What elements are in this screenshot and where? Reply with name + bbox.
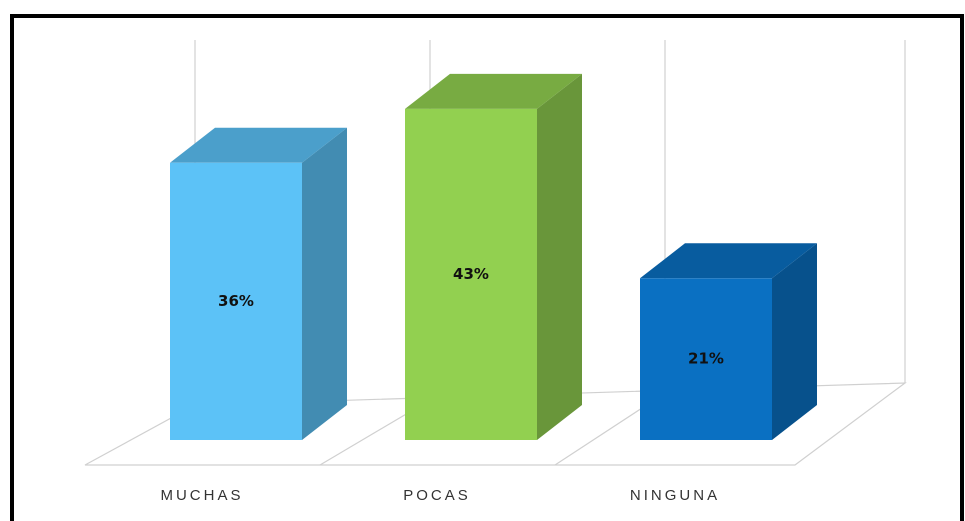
frame [10, 14, 964, 521]
data-label: 21% [688, 350, 724, 368]
data-label: 36% [218, 292, 254, 310]
bar [640, 278, 772, 440]
bar-side [302, 127, 347, 441]
data-label: 43% [453, 265, 489, 283]
bar-top [405, 73, 582, 109]
bar [170, 162, 302, 441]
x-tick-label: MUCHAS [160, 487, 243, 504]
x-tick-label: POCAS [403, 487, 471, 504]
bar-side [537, 73, 582, 441]
bar-side [772, 243, 817, 440]
x-tick-label: NINGUNA [630, 487, 720, 504]
bar [405, 108, 537, 441]
bar-top [640, 243, 817, 279]
bar-top [170, 127, 347, 163]
